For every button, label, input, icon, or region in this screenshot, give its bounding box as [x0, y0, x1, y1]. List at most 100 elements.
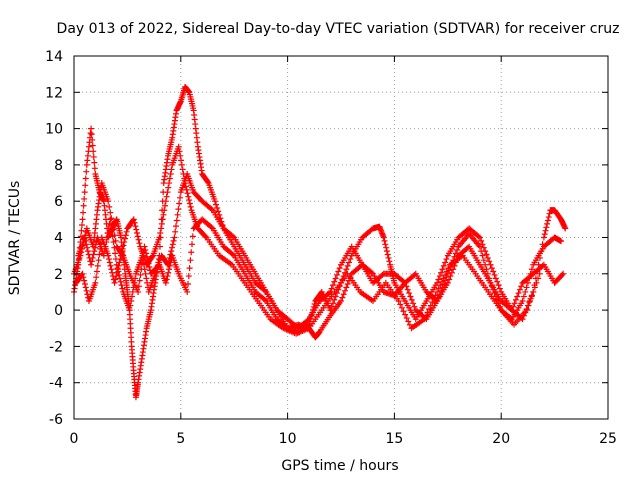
data-point-marker [165, 184, 172, 191]
data-point-marker [176, 148, 183, 155]
data-point-marker [339, 294, 346, 301]
data-point-marker [528, 293, 535, 300]
data-point-marker [104, 229, 111, 236]
data-point-marker [181, 175, 188, 182]
data-point-marker [398, 304, 405, 311]
data-point-marker [395, 298, 402, 305]
data-point-marker [189, 241, 196, 248]
data-point-marker [429, 299, 436, 306]
data-point-marker [92, 244, 99, 251]
data-point-marker [107, 209, 114, 216]
data-point-marker [82, 182, 89, 189]
data-point-marker [434, 288, 441, 295]
data-point-marker [113, 273, 120, 280]
data-point-marker [531, 284, 538, 291]
data-point-marker [183, 186, 190, 193]
data-point-marker [385, 254, 392, 261]
x-tick-label: 10 [279, 431, 297, 447]
data-point-marker [117, 278, 124, 285]
data-point-marker [386, 258, 393, 265]
data-point-marker [525, 302, 532, 309]
data-point-marker [91, 165, 98, 172]
x-tick-label: 20 [492, 431, 510, 447]
data-point-marker [162, 202, 169, 209]
data-point-marker [382, 241, 389, 248]
data-point-marker [88, 125, 95, 132]
data-point-marker [81, 189, 88, 196]
data-point-marker [424, 309, 431, 316]
data-point-marker [407, 293, 414, 300]
y-tick-label: 14 [45, 49, 63, 65]
data-point-marker [403, 283, 410, 290]
data-point-marker [368, 269, 375, 276]
data-point-marker [117, 252, 124, 259]
data-point-marker [526, 299, 533, 306]
data-point-marker [562, 225, 569, 232]
data-point-marker [404, 286, 411, 293]
data-point-marker [438, 278, 445, 285]
data-point-marker [478, 237, 485, 244]
data-point-marker [176, 194, 183, 201]
data-point-marker [445, 265, 452, 272]
y-tick-label: 0 [54, 303, 63, 319]
data-point-marker [80, 274, 87, 281]
y-tick-label: 8 [54, 158, 63, 174]
axis-ticks: 0 5 10 15 20 25 -6 -4 -2 0 2 4 6 8 10 12 14 [45, 49, 617, 447]
data-point-marker [522, 288, 529, 295]
data-point-marker [118, 282, 125, 289]
data-point-marker [332, 275, 339, 282]
data-point-marker [79, 216, 86, 223]
data-point-marker [106, 203, 113, 210]
data-point-marker [384, 251, 391, 258]
data-point-marker [344, 281, 351, 288]
y-tick-label: 2 [54, 267, 63, 283]
data-point-marker [130, 216, 137, 223]
data-point-marker [213, 201, 220, 208]
data-point-marker [172, 223, 179, 230]
data-point-marker [336, 265, 343, 272]
data-point-marker [347, 256, 354, 263]
data-point-marker [229, 233, 236, 240]
data-point-marker [127, 302, 134, 309]
data-point-marker [510, 303, 517, 310]
data-point-marker [400, 278, 407, 285]
data-point-marker [81, 195, 88, 202]
data-point-marker [540, 234, 547, 241]
data-point-marker [180, 170, 187, 177]
data-point-marker [114, 266, 121, 273]
data-point-marker [454, 246, 461, 253]
data-point-marker [84, 248, 91, 255]
data-point-marker [440, 262, 447, 269]
data-point-marker [159, 216, 166, 223]
data-point-marker [406, 290, 413, 297]
data-point-marker [132, 223, 139, 230]
data-point-marker [166, 266, 173, 273]
data-point-marker [121, 239, 128, 246]
data-point-marker [121, 235, 128, 242]
data-point-marker [105, 198, 112, 205]
data-point-marker [90, 153, 97, 160]
data-point-marker [178, 161, 185, 168]
data-point-marker [170, 237, 177, 244]
data-point-marker [438, 269, 445, 276]
data-point-marker [528, 266, 535, 273]
data-point-marker [410, 300, 417, 307]
data-point-marker [108, 266, 115, 273]
data-point-marker [329, 282, 336, 289]
data-point-marker [539, 262, 546, 269]
data-point-marker [490, 268, 497, 275]
data-point-marker [427, 302, 434, 309]
data-point-marker [421, 316, 428, 323]
data-point-marker [182, 180, 189, 187]
data-point-marker [494, 278, 501, 285]
data-point-marker [447, 273, 454, 280]
data-point-marker [188, 249, 195, 256]
x-tick-label: 5 [176, 431, 185, 447]
data-point-marker [168, 248, 175, 255]
data-point-marker [97, 245, 104, 252]
data-point-marker [533, 279, 540, 286]
data-point-marker [186, 200, 193, 207]
data-point-marker [496, 285, 503, 292]
data-point-marker [479, 252, 486, 259]
data-point-marker [88, 131, 95, 138]
